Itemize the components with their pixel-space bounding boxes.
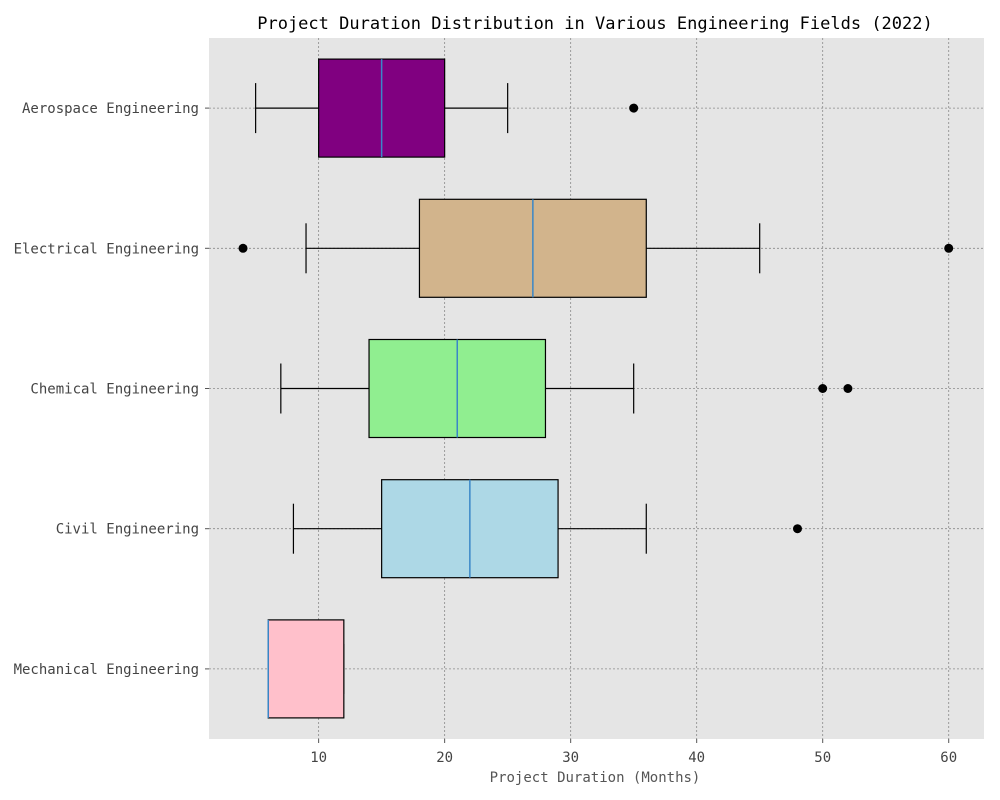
x-tick-label: 30 [562,750,579,766]
box-iqr [267,619,345,719]
x-tick-label: 60 [940,750,957,766]
box-group-civil-engineering [292,479,802,579]
outlier-point [238,243,248,253]
x-tick-label: 20 [436,750,453,766]
box-group-aerospace-engineering [255,58,639,158]
box-group-mechanical-engineering [267,619,345,719]
y-tick-label: Mechanical Engineering [14,662,199,678]
box-group-electrical-engineering [238,198,954,298]
x-tick-label: 50 [814,750,831,766]
y-tick-label: Aerospace Engineering [22,101,199,117]
chart-title: Project Duration Distribution in Various… [257,14,933,34]
x-axis-label: Project Duration (Months) [490,770,701,786]
y-tick-label: Chemical Engineering [30,382,199,398]
y-tick-label: Electrical Engineering [14,241,199,257]
x-tick-label: 10 [310,750,327,766]
outlier-point [818,384,828,393]
outlier-point [944,243,954,253]
outlier-point [792,524,802,534]
outlier-point [843,384,853,393]
tick-layer: 10 20 30 40 50 60 Aerospace Engineering Electri… [14,101,958,766]
box-group-chemical-engineering [280,338,853,439]
box-layer [238,58,954,719]
y-tick-label: Civil Engineering [56,522,199,538]
outlier-point [629,103,639,113]
x-tick-label: 40 [688,750,705,766]
